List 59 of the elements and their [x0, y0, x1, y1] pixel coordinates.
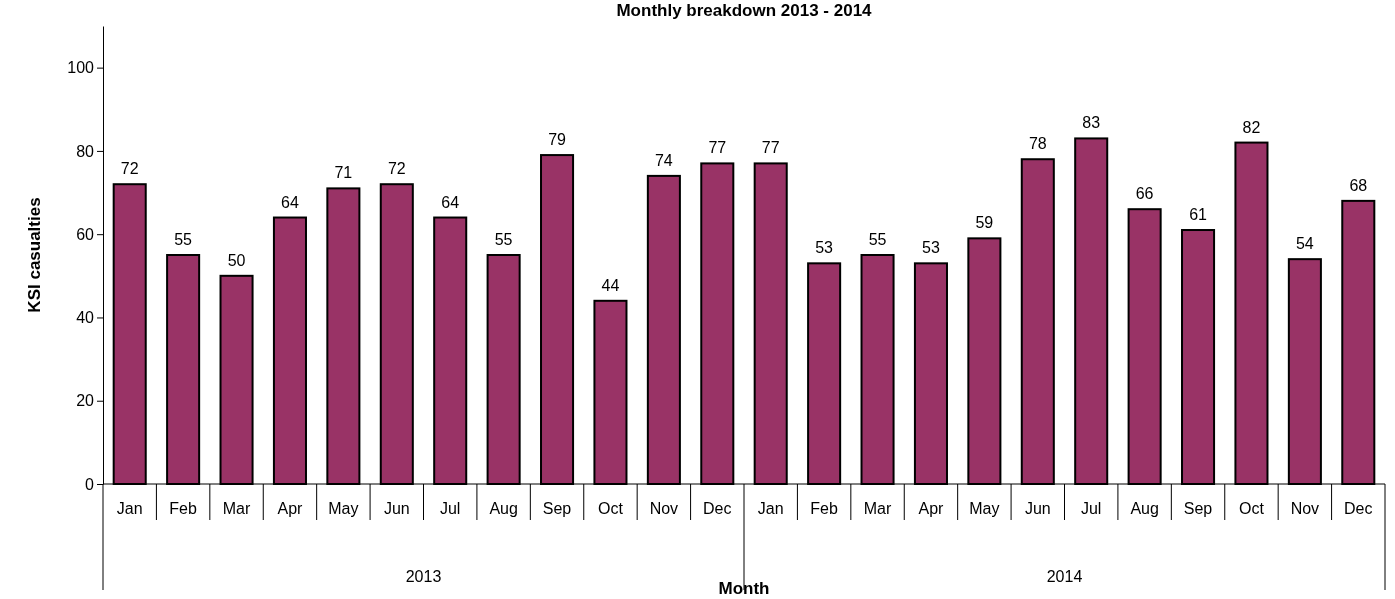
y-tick-label: 20 [76, 392, 95, 410]
data-label: 72 [120, 160, 139, 178]
x-tick-label: Sep [1183, 500, 1213, 517]
x-tick-label: Jul [439, 500, 461, 517]
data-label: 68 [1349, 176, 1368, 194]
data-label: 78 [1028, 135, 1047, 153]
x-tick-label: Feb [169, 500, 198, 517]
data-label: 53 [922, 239, 940, 257]
x-tick-label: Oct [598, 500, 624, 517]
x-tick-label: Dec [1344, 500, 1373, 517]
data-label: 44 [601, 276, 620, 294]
data-label: 59 [975, 214, 994, 232]
y-tick-label: 80 [76, 142, 95, 160]
data-label: 77 [761, 139, 780, 157]
x-tick-label: May [328, 500, 359, 517]
text: 2014 [1046, 568, 1083, 585]
y-tick-label: 60 [76, 225, 95, 243]
x-tick-label: Jun [1024, 500, 1051, 517]
x-tick-label: Jan [757, 500, 784, 517]
data-label: 50 [227, 251, 246, 269]
y-tick-label: 100 [67, 59, 95, 77]
x-tick-label: Mar [863, 500, 892, 517]
data-label: 55 [868, 231, 887, 248]
y-tick-label: 0 [85, 475, 95, 493]
data-label: 83 [1082, 114, 1101, 132]
data-label: 54 [1295, 235, 1314, 253]
x-tick-label: Jun [383, 500, 410, 517]
x-tick-label: Aug [489, 500, 518, 517]
x-axis-title: Month [718, 579, 770, 598]
data-label: 79 [548, 131, 567, 149]
x-tick-label: Apr [277, 500, 304, 517]
data-label: 77 [708, 139, 727, 157]
data-label: 61 [1189, 206, 1208, 224]
data-label: 55 [494, 231, 513, 248]
y-tick-label: 40 [76, 309, 95, 327]
x-tick-label: May [969, 500, 1000, 517]
data-label: 53 [815, 239, 834, 257]
y-axis-title: KSI casualties [25, 197, 44, 313]
x-tick-label: Sep [542, 500, 572, 517]
data-label: 72 [387, 160, 406, 178]
data-label: 64 [281, 193, 299, 211]
x-tick-label: Feb [810, 500, 839, 517]
x-tick-label: Nov [1290, 500, 1320, 517]
chart-title: Monthly breakdown 2013 - 2014 [616, 1, 873, 20]
x-tick-label: Aug [1130, 500, 1159, 517]
text: 2013 [405, 568, 442, 585]
x-tick-label: Oct [1239, 500, 1265, 517]
data-label: 66 [1135, 185, 1154, 203]
x-tick-label: Nov [649, 500, 679, 517]
data-label: 64 [441, 193, 460, 211]
x-tick-label: Apr [918, 500, 945, 517]
x-tick-label: Jan [116, 500, 143, 517]
x-tick-label: Dec [703, 500, 732, 517]
data-label: 82 [1242, 118, 1261, 136]
data-label: 55 [174, 231, 193, 248]
x-tick-label: Jul [1080, 500, 1102, 517]
x-tick-label: Mar [222, 500, 251, 517]
data-label: 71 [334, 164, 353, 182]
data-label: 74 [654, 151, 673, 169]
